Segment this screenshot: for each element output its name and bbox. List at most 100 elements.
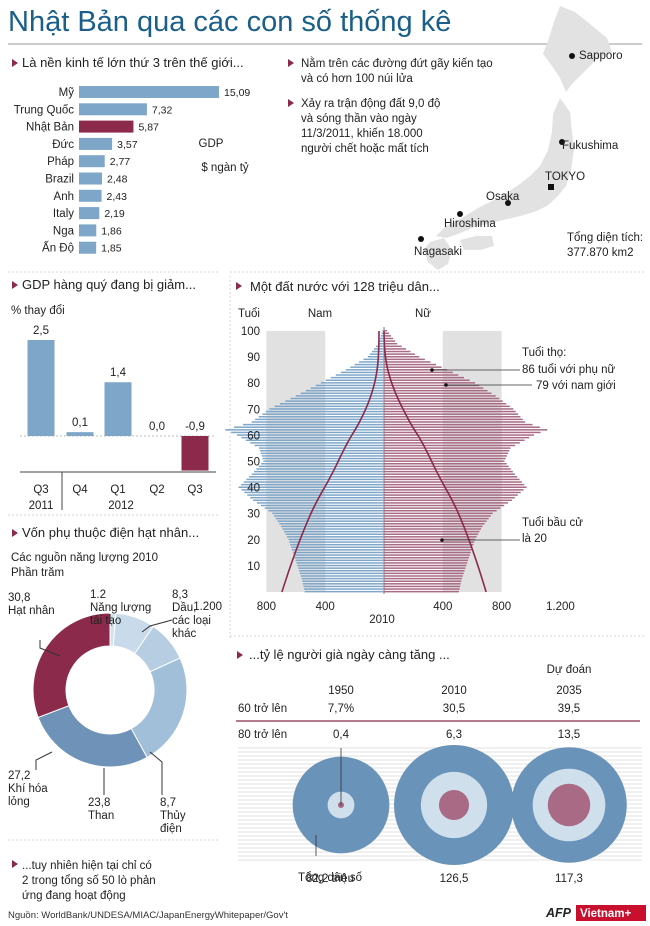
female-bar bbox=[384, 434, 534, 436]
life-expectancy-title: Tuổi thọ: bbox=[522, 347, 566, 359]
city-label-hiroshima: Hiroshima bbox=[444, 218, 496, 230]
age-tick-label: 100 bbox=[241, 326, 260, 338]
female-bar bbox=[384, 473, 515, 475]
female-bar bbox=[384, 397, 500, 400]
country-label: Anh bbox=[54, 191, 74, 203]
fact-2-line-1: Xảy ra trận động đất 9,0 độ bbox=[301, 98, 440, 110]
male-bar bbox=[303, 585, 384, 588]
gdp-bar bbox=[79, 172, 103, 185]
female-bar bbox=[384, 538, 476, 541]
gdp-value-label: 7,32 bbox=[152, 104, 173, 116]
female-bar bbox=[384, 585, 461, 588]
male-bar bbox=[284, 530, 384, 533]
male-bar bbox=[335, 374, 384, 376]
gdp-ranking-heading: Là nền kinh tế lớn thứ 3 trên thế giới..… bbox=[22, 55, 244, 70]
population-tick-label: 400 bbox=[316, 601, 335, 613]
gdp-bar bbox=[79, 207, 100, 220]
male-bar bbox=[290, 543, 384, 546]
male-bar bbox=[247, 494, 384, 496]
male-bar bbox=[274, 515, 384, 517]
city-label-tokyo: TOKYO bbox=[545, 171, 585, 183]
energy-subtitle: Các nguồn năng lượng 2010 bbox=[11, 552, 158, 564]
female-bar bbox=[384, 340, 396, 342]
female-bar bbox=[384, 363, 437, 366]
donut-slice bbox=[37, 705, 148, 768]
female-bar bbox=[384, 410, 516, 413]
male-bar bbox=[261, 455, 384, 457]
male-bar bbox=[253, 499, 384, 502]
age-tick-label: 60 bbox=[247, 430, 260, 442]
male-bar bbox=[359, 361, 384, 363]
female-bar bbox=[384, 342, 398, 345]
male-bar bbox=[350, 366, 384, 368]
male-bar bbox=[256, 502, 384, 504]
male-bar bbox=[265, 410, 384, 413]
female-bar bbox=[384, 329, 387, 332]
population-tick-label: 400 bbox=[433, 601, 452, 613]
quarterly-gdp-heading: GDP hàng quý đang bị giảm... bbox=[22, 277, 196, 292]
quarter-tick-label: Q3 bbox=[33, 484, 48, 496]
female-bar bbox=[384, 431, 541, 434]
source-line: Nguồn: WorldBank/UNDESA/MIAC/JapanEnergy… bbox=[8, 910, 288, 921]
female-bar bbox=[384, 379, 470, 381]
energy-slice-label: 23,8 bbox=[88, 797, 110, 809]
vietnamplus-logo-bg bbox=[576, 905, 646, 921]
page-title: Nhật Bản qua các con số thống kê bbox=[8, 6, 451, 38]
leader-line bbox=[35, 751, 53, 770]
female-bar bbox=[384, 350, 411, 353]
male-bar bbox=[285, 400, 384, 402]
female-bar bbox=[384, 356, 420, 358]
japan-facts: Nằm trên các đường đứt gãy kiến tạo và c… bbox=[288, 57, 493, 155]
total-population-value: 82,2 triệu bbox=[306, 873, 354, 885]
female-bar bbox=[384, 395, 496, 397]
country-label: Mỹ bbox=[59, 87, 75, 99]
female-bar bbox=[384, 491, 521, 494]
male-bar bbox=[279, 523, 384, 525]
population-tick-label: 1.200 bbox=[546, 601, 575, 613]
gdp-bar bbox=[79, 224, 97, 237]
female-bar bbox=[384, 494, 518, 496]
female-bar bbox=[384, 556, 469, 559]
energy-slice-label: lỏng bbox=[8, 796, 30, 808]
energy-slice-label: khác bbox=[172, 628, 197, 640]
male-bar bbox=[275, 517, 384, 520]
aging-row-label: 80 trở lên bbox=[238, 729, 287, 741]
male-bar bbox=[234, 426, 384, 428]
energy-slice-label: điện bbox=[160, 823, 182, 835]
country-label: Đức bbox=[52, 139, 74, 151]
female-bar bbox=[384, 449, 510, 452]
population-tick-label: 800 bbox=[257, 601, 276, 613]
quarter-tick-label: Q2 bbox=[149, 484, 164, 496]
life-expectancy-female: 86 tuổi với phụ nữ bbox=[522, 364, 616, 376]
city-dot bbox=[559, 139, 565, 145]
male-bar bbox=[310, 387, 384, 389]
city-label-nagasaki: Nagasaki bbox=[414, 246, 462, 258]
shikoku-shape bbox=[460, 236, 494, 250]
female-bar bbox=[384, 463, 507, 465]
aging-table: 1950 2010 2035 60 trở lên 7,7% 30,5 39,5 80 trở… bbox=[236, 685, 642, 885]
male-bar bbox=[254, 444, 384, 447]
city-dot bbox=[418, 236, 424, 242]
leader-line bbox=[149, 751, 163, 795]
male-bar bbox=[245, 439, 384, 442]
population-pyramid: 10 20 30 40 50 60 70 80 90 100 1.200 800 400 400 800 1.… bbox=[193, 326, 575, 613]
bullet-arrow-icon bbox=[237, 651, 243, 659]
energy-slice-label: 8,3 bbox=[172, 589, 188, 601]
donut-slice bbox=[32, 612, 111, 719]
male-cumulative-line bbox=[281, 330, 380, 593]
male-bar bbox=[263, 460, 384, 462]
bullet-arrow-icon bbox=[236, 282, 242, 290]
male-bar bbox=[250, 496, 384, 499]
female-bar bbox=[384, 382, 476, 384]
female-bar bbox=[384, 358, 425, 361]
city-dot bbox=[505, 200, 511, 206]
aging-80-value: 13,5 bbox=[558, 729, 580, 741]
female-bar bbox=[384, 496, 515, 499]
male-bar bbox=[300, 392, 384, 395]
female-bar bbox=[384, 389, 488, 392]
female-bar bbox=[384, 481, 522, 483]
gdp-value-label: 1,86 bbox=[101, 225, 122, 237]
male-bar bbox=[299, 570, 384, 572]
female-bar bbox=[384, 577, 462, 580]
quarter-tick-label: Q1 bbox=[110, 484, 125, 496]
